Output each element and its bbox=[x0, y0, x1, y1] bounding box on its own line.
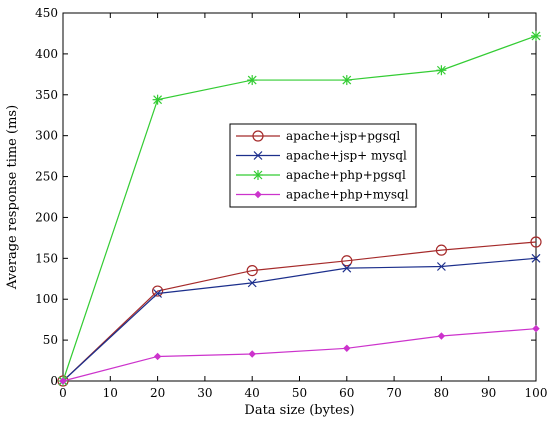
legend-entry: apache+php+mysql bbox=[236, 188, 409, 202]
data-point bbox=[435, 244, 447, 256]
data-point bbox=[152, 285, 164, 297]
data-point bbox=[342, 263, 352, 273]
y-tick-label: 300 bbox=[35, 129, 58, 143]
x-tick-label: 10 bbox=[103, 386, 118, 400]
data-point bbox=[252, 130, 264, 142]
x-tick-label: 100 bbox=[525, 386, 548, 400]
y-tick-label: 100 bbox=[35, 292, 58, 306]
x-tick-label: 60 bbox=[339, 386, 354, 400]
data-point bbox=[153, 289, 163, 298]
data-point bbox=[341, 255, 353, 267]
x-tick-label: 20 bbox=[150, 386, 165, 400]
data-point bbox=[153, 352, 162, 361]
legend-label: apache+jsp+pgsql bbox=[286, 129, 400, 143]
y-tick-label: 400 bbox=[35, 47, 58, 61]
legend-box bbox=[229, 123, 417, 208]
data-point bbox=[253, 151, 263, 160]
data-point bbox=[343, 344, 351, 352]
x-tick-label: 90 bbox=[481, 386, 496, 400]
y-axis-label: Average response time (ms) bbox=[5, 105, 20, 290]
data-point bbox=[248, 350, 256, 358]
x-tick-label: 80 bbox=[434, 386, 449, 400]
data-point bbox=[437, 332, 446, 340]
data-point bbox=[530, 236, 542, 248]
data-point bbox=[436, 65, 447, 76]
x-tick-label: 0 bbox=[59, 386, 67, 400]
x-tick-label: 70 bbox=[386, 386, 401, 400]
y-tick-label: 450 bbox=[35, 6, 58, 20]
y-tick-label: 350 bbox=[35, 88, 58, 102]
series-layer bbox=[57, 30, 542, 387]
data-point bbox=[254, 190, 262, 199]
y-tick-label: 150 bbox=[35, 251, 58, 265]
legend-label: apache+php+pgsql bbox=[286, 168, 406, 182]
axis-ticks: 0 10 20 30 40 50 60 70 80 90 100 0 50 100 150 200 250 300… bbox=[35, 6, 547, 400]
x-tick-label: 50 bbox=[292, 386, 307, 400]
legend-entry: apache+php+pgsql bbox=[236, 168, 406, 182]
y-tick-label: 200 bbox=[35, 210, 58, 224]
series-apache-php-mysql bbox=[59, 324, 540, 385]
legend-label: apache+jsp+ mysql bbox=[286, 149, 407, 163]
x-tick-label: 40 bbox=[245, 386, 260, 400]
legend: apache+jsp+pgsql apache+jsp+ mysql apache+… bbox=[229, 123, 417, 208]
data-point bbox=[531, 253, 541, 263]
y-tick-label: 250 bbox=[35, 170, 58, 184]
series-apache-jsp-pgsql bbox=[57, 236, 542, 387]
x-tick-label: 30 bbox=[197, 386, 212, 400]
legend-label: apache+php+mysql bbox=[286, 188, 409, 202]
data-point bbox=[253, 170, 263, 180]
series-line bbox=[62, 257, 537, 382]
data-point bbox=[247, 75, 258, 86]
data-point bbox=[152, 94, 163, 105]
data-point bbox=[532, 324, 540, 333]
y-tick-label: 0 bbox=[50, 374, 58, 388]
data-point bbox=[436, 262, 446, 271]
legend-entry: apache+jsp+pgsql bbox=[236, 129, 400, 143]
data-point bbox=[341, 75, 352, 86]
data-point bbox=[531, 30, 541, 41]
legend-entry: apache+jsp+ mysql bbox=[236, 149, 407, 163]
y-tick-label: 50 bbox=[43, 333, 58, 347]
x-axis-label: Data size (bytes) bbox=[244, 403, 354, 418]
series-line bbox=[62, 35, 537, 382]
data-point bbox=[247, 278, 257, 288]
series-line bbox=[62, 241, 537, 382]
data-point bbox=[59, 377, 67, 385]
series-line bbox=[62, 328, 537, 382]
data-point bbox=[246, 265, 258, 277]
